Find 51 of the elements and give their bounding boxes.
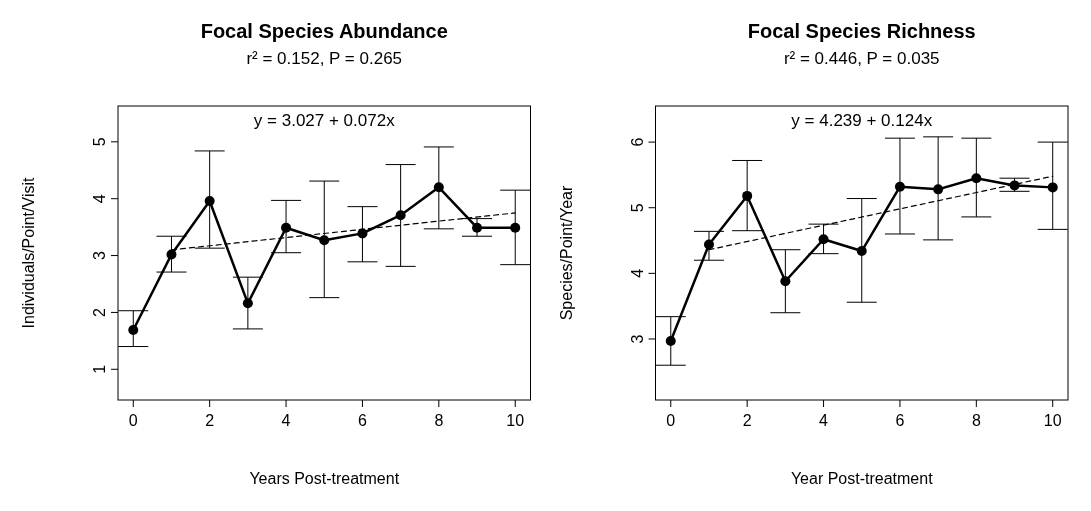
point bbox=[472, 222, 483, 233]
point bbox=[281, 222, 292, 233]
point bbox=[433, 182, 444, 193]
point bbox=[665, 335, 676, 346]
y-tick-label: 5 bbox=[629, 203, 646, 213]
point bbox=[128, 325, 139, 336]
x-tick-label: 8 bbox=[971, 412, 981, 429]
x-tick-label: 2 bbox=[205, 412, 215, 429]
y-tick-label: 6 bbox=[629, 137, 646, 147]
y-tick-label: 2 bbox=[91, 307, 109, 317]
annotation: y = 3.027 + 0.072x bbox=[253, 111, 396, 130]
x-tick-label: 4 bbox=[281, 412, 291, 429]
x-tick-label: 10 bbox=[1043, 412, 1062, 429]
point bbox=[780, 276, 791, 287]
point bbox=[1047, 182, 1058, 193]
x-tick-label: 2 bbox=[742, 412, 752, 429]
point bbox=[856, 246, 867, 257]
x-tick-label: 0 bbox=[128, 412, 138, 429]
point bbox=[395, 210, 406, 221]
point bbox=[933, 184, 944, 195]
chart-title: Focal Species Richness bbox=[747, 20, 976, 42]
point bbox=[204, 195, 215, 206]
point bbox=[319, 235, 330, 246]
point bbox=[242, 298, 253, 309]
x-tick-label: 4 bbox=[819, 412, 829, 429]
point bbox=[894, 181, 905, 192]
chart-subtitle: r² = 0.152, P = 0.265 bbox=[246, 49, 403, 68]
point bbox=[510, 222, 521, 233]
x-tick-label: 10 bbox=[506, 412, 525, 429]
x-axis-title: Year Post-treatment bbox=[790, 470, 934, 487]
x-tick-label: 6 bbox=[895, 412, 905, 429]
y-tick-label: 4 bbox=[629, 268, 646, 278]
point bbox=[971, 173, 982, 184]
chart-subtitle: r² = 0.446, P = 0.035 bbox=[783, 49, 940, 68]
y-tick-label: 3 bbox=[91, 251, 109, 261]
point bbox=[742, 190, 753, 201]
x-tick-label: 6 bbox=[357, 412, 367, 429]
point bbox=[703, 239, 714, 250]
y-axis-title: Individuals/Point/Visit bbox=[20, 177, 37, 329]
x-tick-label: 0 bbox=[666, 412, 676, 429]
annotation: y = 4.239 + 0.124x bbox=[791, 111, 933, 130]
y-tick-label: 4 bbox=[91, 194, 109, 204]
point bbox=[818, 234, 829, 245]
y-tick-label: 1 bbox=[91, 364, 109, 374]
y-axis-title: Species/Point/Year bbox=[557, 185, 575, 321]
y-tick-label: 5 bbox=[91, 137, 109, 147]
x-axis-title: Years Post-treatment bbox=[249, 470, 400, 487]
y-tick-label: 3 bbox=[629, 334, 646, 344]
point bbox=[166, 249, 177, 260]
chart-title: Focal Species Abundance bbox=[200, 20, 448, 42]
x-tick-label: 8 bbox=[434, 412, 444, 429]
